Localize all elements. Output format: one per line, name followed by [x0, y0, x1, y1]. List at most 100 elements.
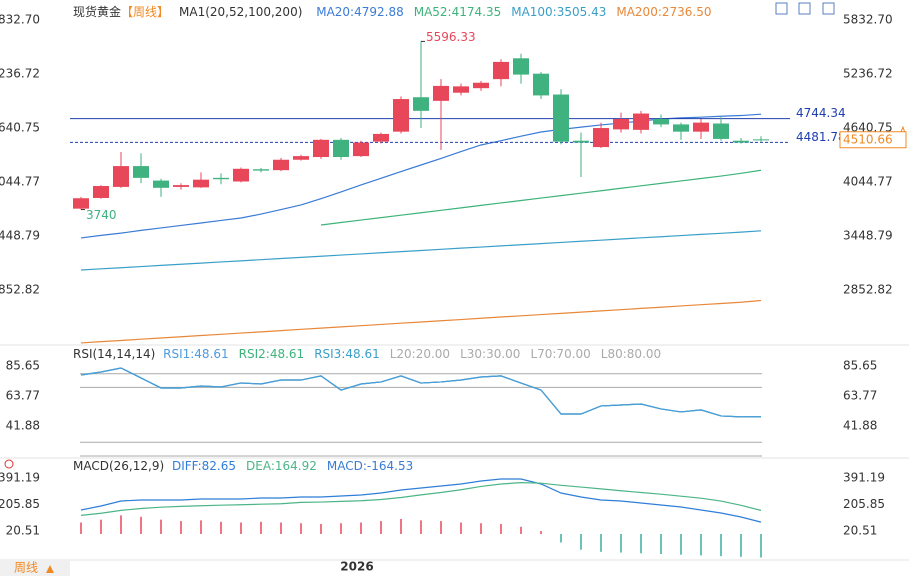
- legend-item: MA20:4792.88: [316, 5, 404, 19]
- y-tick-label-right: 5832.70: [843, 12, 893, 26]
- candle-body: [113, 166, 129, 187]
- period-label: 【周线】: [121, 5, 170, 19]
- candle-body: [173, 185, 189, 187]
- y-tick-label-left: 5832.70: [0, 12, 40, 26]
- legend-item: DEA:164.92: [246, 459, 317, 473]
- level-legend: L70:70.00: [530, 347, 591, 361]
- y-tick-label-right: 4640.75: [843, 120, 893, 134]
- rsi-legend: RSI(14,14,14) RSI1:48.61 RSI2:48.61 RSI3:4…: [73, 347, 671, 361]
- y-tick-label-left: 85.65: [6, 358, 40, 372]
- macd-line: [80, 482, 762, 516]
- y-tick-label-left: 20.51: [6, 524, 40, 538]
- y-tick-label-right: 63.77: [843, 388, 877, 402]
- instrument-title: 现货黄金: [73, 5, 122, 19]
- toolbar-icon[interactable]: [798, 2, 811, 15]
- y-tick-label-right: 3448.79: [843, 228, 893, 242]
- candle-body: [73, 198, 89, 209]
- y-tick-label-left: 4044.77: [0, 174, 40, 188]
- candle-body: [473, 82, 489, 89]
- macd-title: MACD(26,12,9): [73, 459, 165, 473]
- rsi-line: [80, 367, 762, 418]
- macd-line: [80, 478, 762, 523]
- moving-average-line: [80, 230, 762, 271]
- rsi-line: [80, 367, 762, 418]
- moving-average-line: [320, 169, 762, 226]
- last-price-box: [839, 131, 907, 149]
- rsi-title: RSI(14,14,14): [73, 347, 156, 361]
- candle-body: [253, 169, 269, 171]
- candle-body: [613, 118, 629, 130]
- candle-body: [713, 123, 729, 139]
- y-tick-label-right: 85.65: [843, 358, 877, 372]
- candle-body: [213, 177, 229, 180]
- y-tick-label-left: 2852.82: [0, 282, 40, 296]
- legend-item: RSI1:48.61: [163, 347, 229, 361]
- candle-body: [353, 142, 369, 157]
- candle-body: [673, 124, 689, 132]
- level-legend: L20:20.00: [389, 347, 451, 361]
- candle-body: [373, 133, 389, 142]
- candle-body: [273, 159, 289, 171]
- candle-body: [693, 122, 709, 132]
- legend-item: MA200:2736.50: [616, 5, 712, 19]
- period-arrow[interactable]: [46, 565, 54, 573]
- toolbar-icon[interactable]: [822, 2, 835, 15]
- candle-body: [193, 179, 209, 188]
- y-tick-label-left: 4640.75: [0, 120, 40, 134]
- candle-body: [153, 180, 169, 188]
- toolbar-icons[interactable]: [775, 2, 835, 15]
- legend-item: RSI3:48.61: [314, 347, 380, 361]
- y-tick-label-right: 4044.77: [843, 174, 893, 188]
- candle-body: [413, 97, 429, 111]
- legend-item: MACD:-164.53: [326, 459, 414, 473]
- y-tick-label-left: 205.85: [0, 497, 40, 511]
- candle-body: [233, 168, 249, 182]
- legend-item: MA100:3505.43: [511, 5, 607, 19]
- y-tick-label-right: 20.51: [843, 524, 877, 538]
- min-label: 3740: [86, 208, 117, 222]
- y-tick-label-left: 41.88: [6, 418, 40, 432]
- y-tick-label-right: 2852.82: [843, 282, 893, 296]
- price-line-label: 4481.78: [796, 130, 846, 144]
- indicator-label: MA1(20,52,100,200): [179, 5, 303, 19]
- y-tick-label-left: 3448.79: [0, 228, 40, 242]
- macd-legend: MACD(26,12,9) DIFF:82.65 DEA:164.92 MACD:-…: [73, 459, 423, 473]
- candle-body: [733, 140, 749, 143]
- candle-body: [453, 86, 469, 93]
- candle-body: [553, 94, 569, 142]
- y-tick-label-left: 391.19: [0, 470, 40, 484]
- toolbar-icon[interactable]: [775, 2, 788, 15]
- candle-body: [513, 58, 529, 75]
- candle-body: [333, 139, 349, 158]
- y-tick-label-left: 63.77: [6, 388, 40, 402]
- candle-body: [573, 140, 589, 143]
- candle-body: [293, 156, 309, 160]
- period-button[interactable]: 周线: [14, 561, 38, 575]
- candle-body: [753, 139, 769, 141]
- moving-average-line: [80, 299, 762, 344]
- candle-body: [433, 85, 449, 101]
- candle-body: [633, 113, 649, 130]
- y-tick-label-right: 41.88: [843, 418, 877, 432]
- max-label: 5596.33: [426, 30, 476, 44]
- settings-icon[interactable]: [4, 459, 14, 469]
- candle-body: [93, 186, 109, 198]
- moving-average-line: [80, 113, 762, 239]
- y-tick-label-right: 205.85: [843, 497, 885, 511]
- level-legend: L80:80.00: [600, 347, 662, 361]
- legend-item: DIFF:82.65: [171, 459, 237, 473]
- main-legend: 现货黄金【周线】 MA1(20,52,100,200) MA20:4792.88 M…: [73, 3, 722, 20]
- candle-body: [653, 118, 669, 125]
- legend-item: RSI2:48.61: [238, 347, 305, 361]
- x-tick-label: 2026: [340, 560, 373, 574]
- legend-item: MA52:4174.35: [413, 5, 502, 19]
- candle-body: [133, 166, 149, 178]
- level-legend: L30:30.00: [460, 347, 521, 361]
- rsi-line: [80, 367, 762, 418]
- price-line-label: 4744.34: [796, 106, 846, 120]
- last-price-label: 4510.66: [843, 132, 893, 146]
- y-tick-label-right: 5236.72: [843, 66, 893, 80]
- candle-body: [533, 73, 549, 96]
